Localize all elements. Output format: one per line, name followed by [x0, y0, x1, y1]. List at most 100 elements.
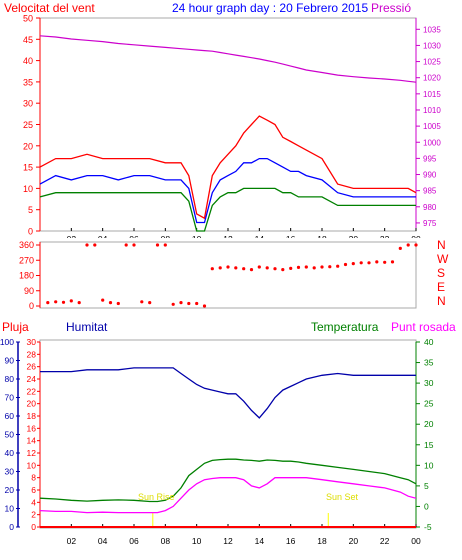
humidity-axis-tick-label: 40: [5, 448, 15, 458]
x-axis-tick-label: 10: [192, 536, 202, 546]
compass-label: S: [437, 266, 445, 280]
wind-direction-point: [304, 265, 308, 269]
wind-direction-point: [320, 265, 324, 269]
wind-direction-point: [351, 262, 355, 266]
x-axis-tick-label: 18: [317, 536, 327, 546]
rain-axis-tick-label: 28: [27, 349, 37, 359]
wind-axis-tick-label: 35: [23, 77, 33, 87]
wind-direction-point: [179, 301, 183, 305]
wind-direction-point: [249, 268, 254, 272]
rain-axis-tick-label: 20: [27, 399, 37, 409]
wind-axis-tick-label: 5: [28, 205, 33, 215]
temperature-axis-tick-label: 0: [424, 501, 429, 511]
wind-direction-point: [54, 300, 58, 304]
x-axis-tick-label: 06: [129, 536, 139, 546]
panel3-series: [39, 367, 417, 528]
wind-axis-tick-label: 50: [23, 14, 33, 24]
direction-axis-tick-label: 180: [19, 271, 34, 281]
wind-direction-point: [281, 268, 285, 272]
sunset-annotation: Sun Set: [326, 492, 359, 502]
wind-direction-point: [132, 243, 136, 247]
wind-average-line: [39, 157, 416, 224]
chart-title: 24 hour graph day : 20 Febrero 2015: [172, 1, 368, 15]
wind-direction-point: [242, 267, 246, 271]
rain-axis-tick-label: 12: [27, 448, 37, 458]
x-axis-tick-label: 20: [349, 536, 359, 546]
wind-direction-point: [101, 298, 105, 302]
wind-direction-point: [61, 300, 66, 304]
temperature-label: Temperatura: [311, 320, 379, 334]
rain-axis-tick-label: 6: [31, 485, 36, 495]
pressure-axis-tick-label: 1005: [423, 122, 441, 131]
wind-direction-point: [234, 266, 238, 270]
wind-direction-point: [163, 243, 167, 247]
humidity-axis-tick-label: 0: [9, 522, 14, 532]
wind-direction-point: [312, 266, 316, 270]
humidity-axis-tick-label: 60: [5, 411, 15, 421]
humidity-axis-tick-label: 100: [0, 337, 14, 347]
wind-direction-point: [108, 301, 113, 305]
rain-axis-tick-label: 0: [31, 522, 36, 532]
compass-label: N: [437, 238, 446, 252]
humidity-axis-tick-label: 50: [5, 430, 15, 440]
humidity-axis-tick-label: 30: [5, 467, 15, 477]
temperature-axis-tick-label: 15: [424, 440, 434, 450]
rain-axis-tick-label: 16: [27, 423, 37, 433]
x-axis-tick-label: 00: [411, 536, 421, 546]
temperature-axis-tick-label: 20: [424, 419, 434, 429]
humidity-label: Humitat: [66, 320, 108, 334]
direction-axis-tick-label: 270: [19, 255, 34, 265]
rain-axis-tick-label: 2: [31, 510, 36, 520]
dewpoint-label: Punt rosada: [391, 320, 456, 334]
wind-direction-point: [383, 260, 387, 264]
x-axis-tick-label: 08: [161, 536, 171, 546]
pressure-axis-tick-label: 1025: [423, 58, 441, 67]
wind-direction-point: [202, 304, 207, 308]
panel3-axes: 0102030405060708090100024681012141618202…: [0, 337, 434, 532]
wind-direction-point: [414, 243, 418, 247]
wind-direction-point: [257, 265, 261, 269]
direction-axis-tick-label: 0: [29, 301, 34, 311]
panel1-plot-area: [39, 17, 417, 232]
temperature-axis-tick-label: -5: [424, 522, 432, 532]
wind-gust-line: [39, 115, 417, 220]
wind-speed-title: Velocitat del vent: [4, 1, 95, 15]
wind-direction-point: [116, 301, 120, 306]
pressure-axis-tick-label: 1020: [423, 74, 441, 83]
wind-direction-points: [46, 243, 418, 308]
wind-direction-point: [195, 301, 199, 306]
temperature-axis-tick-label: 25: [424, 399, 434, 409]
dewpoint-line: [39, 477, 417, 514]
wind-axis-tick-label: 30: [23, 99, 33, 109]
wind-direction-point: [226, 265, 230, 269]
wind-direction-point: [93, 243, 97, 247]
rain-axis-tick-label: 4: [31, 497, 36, 507]
compass-label: W: [437, 252, 449, 266]
wind-direction-point: [367, 261, 371, 265]
pressure-axis: 975 980 985 990 995 1000 1005 1010 1015 1020 1025 1…: [415, 18, 441, 231]
humidity-line: [40, 367, 416, 419]
wind-direction-point: [273, 267, 277, 271]
wind-direction-point: [148, 301, 152, 305]
wind-direction-point: [398, 246, 402, 250]
pressure-axis-tick-label: 1030: [423, 41, 441, 50]
direction-axis-tick-label: 90: [24, 286, 34, 296]
wind-direction-point: [289, 266, 293, 270]
wind-direction-point: [69, 299, 73, 303]
panel3-plot-area: [39, 339, 417, 529]
wind-axis-tick-label: 25: [23, 120, 33, 130]
x-axis-tick-label: 12: [223, 536, 233, 546]
wind-direction-point: [390, 260, 395, 264]
rain-label: Pluja: [2, 320, 29, 334]
wind-direction-point: [140, 300, 144, 304]
wind-direction-point: [359, 261, 363, 265]
wind-axis-tick-label: 40: [23, 56, 33, 66]
pressure-line: [39, 35, 417, 83]
wind-direction-point: [406, 243, 410, 247]
wind-axis-tick-label: 15: [23, 163, 33, 173]
panel3-x-axis: 02 04 06 08 10 12 14 16 18 20 22 00: [67, 524, 421, 546]
temperature-axis-tick-label: 10: [424, 460, 434, 470]
